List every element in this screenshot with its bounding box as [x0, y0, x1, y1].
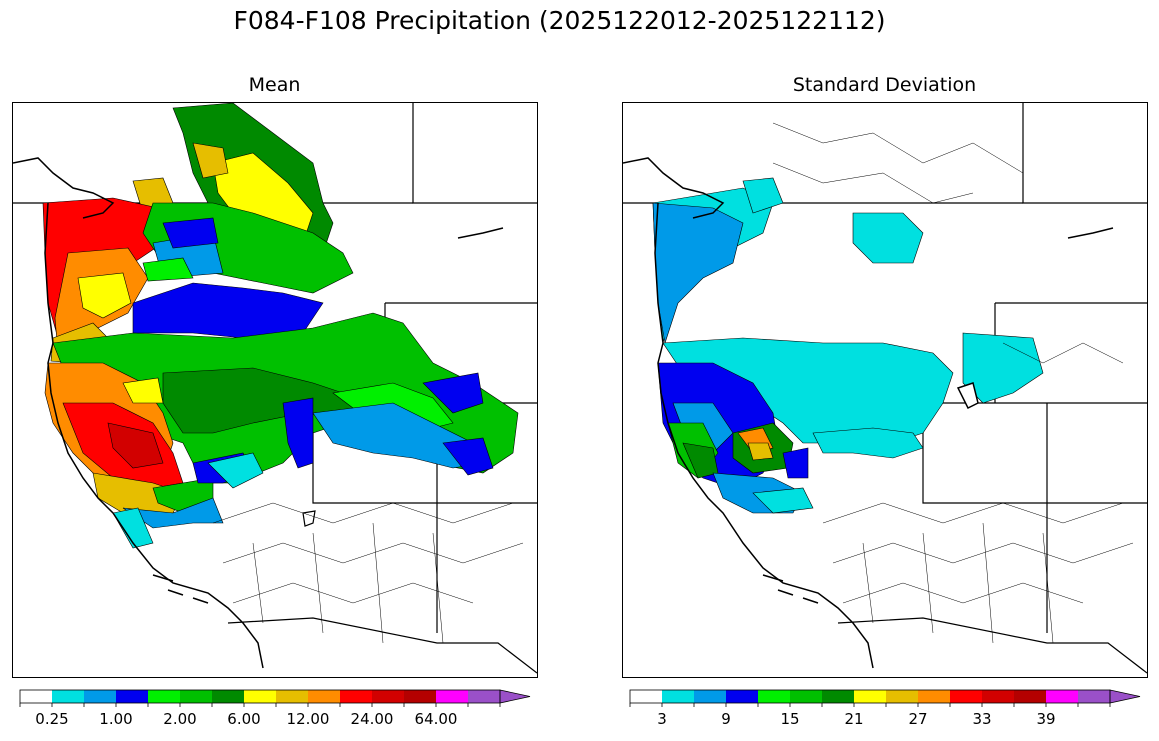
colorbar-swatch: [982, 690, 1014, 703]
great-salt-lake: [302, 510, 316, 527]
region-gbasin-cyan: [812, 427, 924, 459]
desert-basin-lines: [212, 502, 524, 644]
region-gold-north: [192, 142, 229, 179]
colorbar-extend-arrow: [1109, 689, 1141, 704]
colorbar-swatch: [372, 690, 404, 703]
colorbar-tick-label: 33: [972, 710, 992, 728]
coastline: [13, 157, 504, 669]
colorbar-swatch: [244, 690, 276, 703]
colorbar-swatch: [20, 690, 52, 703]
region-nw-lightblue: [652, 202, 744, 344]
colorbar-swatch: [726, 690, 758, 703]
colorbar-swatch: [950, 690, 982, 703]
region-sierra-darkred: [107, 422, 164, 469]
colorbar-swatch: [116, 690, 148, 703]
region-south-cyan: [752, 487, 814, 514]
region-ne-cyan: [852, 212, 924, 264]
colorbar-swatch: [758, 690, 790, 703]
colorbar-swatch: [468, 690, 500, 703]
colorbar-tick-label: 6.00: [227, 710, 261, 728]
stdev-colorbar-svg: [629, 689, 1141, 707]
colorbar-tick-label: 64.00: [414, 710, 458, 728]
colorbar-swatch: [308, 690, 340, 703]
colorbar-tick-label: 1.00: [99, 710, 133, 728]
region-nw-cyan2: [742, 177, 784, 214]
region-lightblue-south: [122, 497, 224, 529]
colorbar-swatch: [52, 690, 84, 703]
region-sierra-gold: [747, 442, 774, 461]
colorbar-swatch: [790, 690, 822, 703]
mean-colorbar: [19, 689, 531, 707]
region-yellow-oregon: [77, 272, 132, 319]
colorbar-tick-label: 21: [844, 710, 864, 728]
colorbar-tick-label: 3: [657, 710, 667, 728]
colorbar-extend-arrow: [499, 689, 531, 704]
region-columbia-blue: [132, 282, 324, 339]
region-yellow-sierra: [122, 377, 164, 404]
region-brightgreen-a: [142, 257, 194, 282]
great-salt-lake: [956, 382, 979, 410]
colorbar-tick-label: 15: [780, 710, 800, 728]
stdev-colorbar: [629, 689, 1141, 707]
colorbar-swatch: [854, 690, 886, 703]
colorbar-tick-label: 24.00: [350, 710, 394, 728]
state-boundaries: [623, 103, 1147, 674]
colorbar-tick-label: 39: [1036, 710, 1056, 728]
basin-lines: [772, 122, 1134, 644]
colorbar-outline: [19, 689, 501, 704]
region-blue-east2: [442, 437, 494, 476]
colorbar-tick-label: 27: [908, 710, 928, 728]
colorbar-tick-label: 0.25: [35, 710, 69, 728]
colorbar-swatch: [886, 690, 918, 703]
region-cyan-south: [112, 507, 154, 549]
coastline: [623, 157, 1114, 669]
colorbar-tick-label: 9: [721, 710, 731, 728]
colorbar-swatch: [662, 690, 694, 703]
region-e-cyan: [962, 332, 1044, 404]
region-cyan-basin: [207, 452, 264, 489]
colorbar-swatch: [148, 690, 180, 703]
region-nca-darkgreen: [682, 442, 719, 479]
colorbar-tick-label: 12.00: [286, 710, 330, 728]
colorbar-swatch: [212, 690, 244, 703]
stdev-regions: [652, 177, 1044, 514]
colorbar-swatch: [84, 690, 116, 703]
colorbar-swatch: [1078, 690, 1110, 703]
mean-map-canvas: [13, 103, 537, 674]
colorbar-swatch: [276, 690, 308, 703]
colorbar-swatch: [1014, 690, 1046, 703]
mean-colorbar-svg: [19, 689, 531, 707]
colorbar-tick-label: 2.00: [163, 710, 197, 728]
region-blue-east: [422, 372, 484, 414]
stdev-map-canvas: [623, 103, 1147, 674]
mean-map[interactable]: [12, 102, 538, 678]
region-south-blue: [782, 447, 809, 479]
colorbar-swatch: [918, 690, 950, 703]
mean-precip-regions: [42, 103, 519, 549]
colorbar-swatch: [404, 690, 436, 703]
figure-title: F084-F108 Precipitation (2025122012-2025…: [233, 6, 886, 35]
stdev-panel-title: Standard Deviation: [792, 74, 977, 96]
colorbar-swatch: [340, 690, 372, 703]
colorbar-swatch: [1046, 690, 1078, 703]
stdev-map[interactable]: [622, 102, 1148, 678]
colorbar-swatch: [436, 690, 468, 703]
colorbar-swatch: [180, 690, 212, 703]
region-blue-central: [282, 397, 314, 469]
colorbar-swatch: [822, 690, 854, 703]
colorbar-outline: [629, 689, 1111, 704]
region-blue-b: [162, 217, 219, 249]
colorbar-swatch: [694, 690, 726, 703]
colorbar-swatch: [630, 690, 662, 703]
mean-panel-title: Mean: [248, 74, 301, 96]
